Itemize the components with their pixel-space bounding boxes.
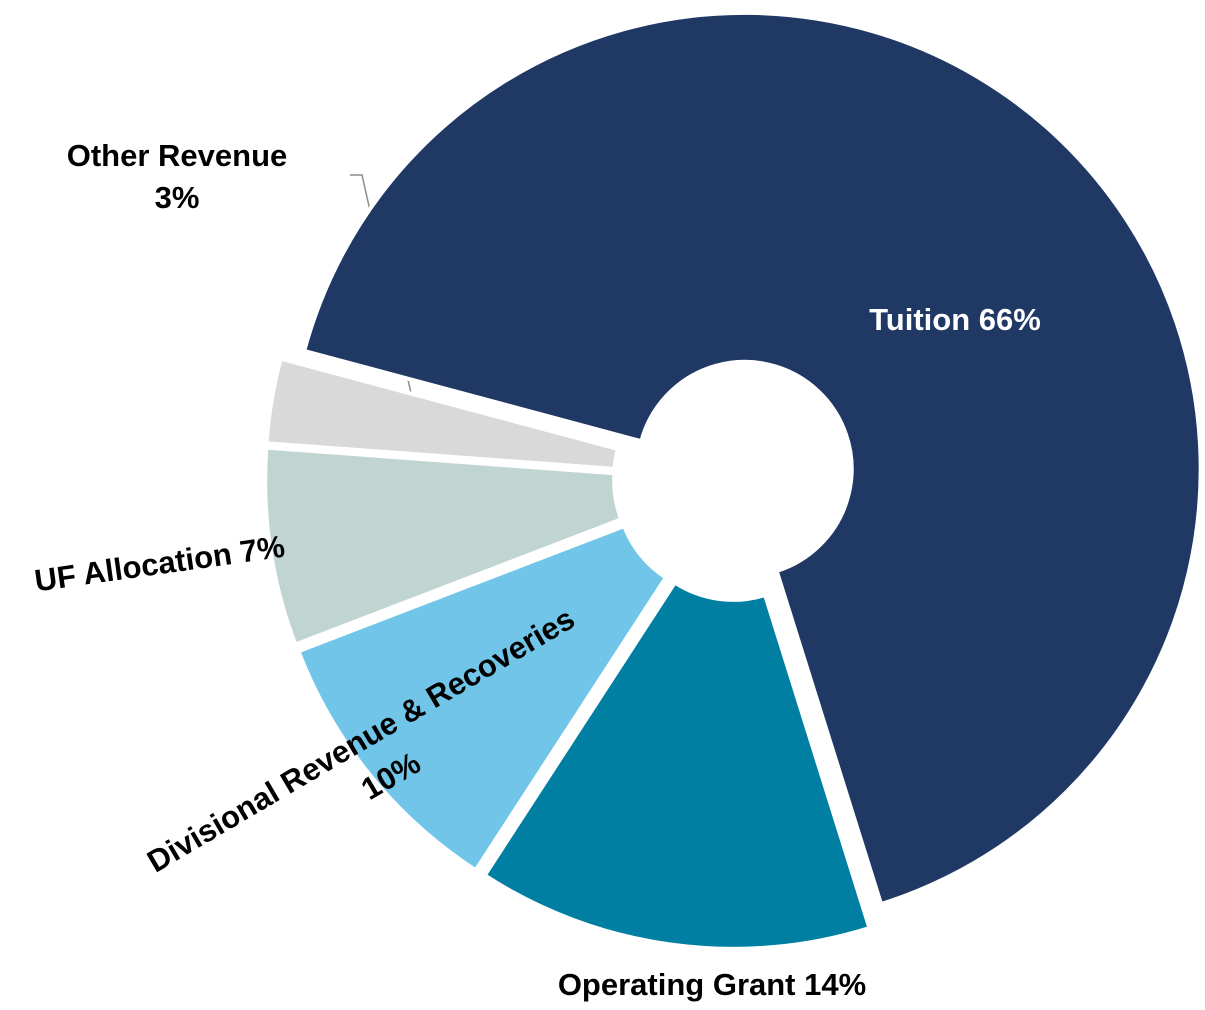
category-name: Other Revenue bbox=[67, 138, 288, 173]
value-label: 7% bbox=[238, 529, 287, 570]
slice bbox=[263, 445, 624, 648]
slice-label: Operating Grant 14% bbox=[558, 967, 866, 1002]
value-label: 3% bbox=[155, 180, 200, 215]
slice bbox=[264, 356, 621, 471]
category-name: UF Allocation bbox=[32, 536, 234, 598]
slice bbox=[295, 523, 669, 874]
slice bbox=[301, 10, 1203, 907]
slice-label: UF Allocation 7% bbox=[32, 529, 286, 599]
category-name: Operating Grant bbox=[558, 967, 796, 1002]
slices bbox=[263, 10, 1203, 951]
value-label: 14% bbox=[804, 967, 866, 1002]
value-label: 66% bbox=[979, 302, 1041, 337]
slice bbox=[481, 579, 872, 951]
category-name: Tuition bbox=[869, 302, 970, 337]
slice-label: Tuition 66% bbox=[869, 302, 1041, 337]
